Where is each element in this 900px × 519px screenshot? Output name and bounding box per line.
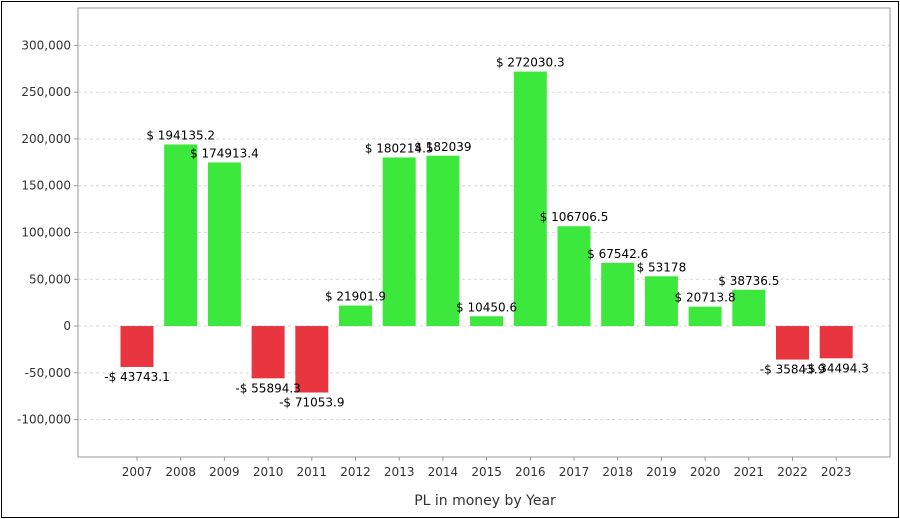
bar-2007	[120, 326, 154, 367]
y-tick-label: 50,000	[29, 272, 71, 286]
data-label: $ 10450.6	[456, 300, 517, 314]
data-label: $ 194135.2	[146, 128, 215, 142]
data-label: $ 106706.5	[540, 210, 609, 224]
bar-2020	[688, 306, 722, 327]
x-tick-label: 2012	[340, 465, 371, 479]
x-tick-label: 2007	[122, 465, 153, 479]
data-label: $ 182039	[414, 140, 471, 154]
x-tick-label: 2022	[777, 465, 808, 479]
data-label: -$ 71053.9	[279, 396, 344, 410]
x-tick-label: 2014	[428, 465, 459, 479]
x-tick-label: 2020	[690, 465, 721, 479]
x-tick-label: 2018	[602, 465, 633, 479]
bar-2010	[251, 326, 285, 379]
bar-2011	[295, 326, 329, 393]
bar-2008	[164, 144, 198, 327]
y-tick-label: -100,000	[17, 413, 71, 427]
data-label: -$ 34494.3	[803, 361, 868, 375]
bar-2016	[513, 71, 547, 327]
bar-2015	[470, 316, 504, 327]
data-label: $ 20713.8	[675, 291, 736, 305]
x-tick-label: 2008	[165, 465, 196, 479]
bar-2014	[426, 155, 460, 327]
y-tick-labels: -100,000 -50,000 0 50,000 100,000 150,000 200,…	[17, 38, 78, 427]
data-labels: -$ 43743.1 $ 194135.2 $ 174913.4 -$ 55894.3…	[104, 56, 869, 410]
data-label: -$ 35843.9	[760, 363, 825, 377]
x-tick-label: 2016	[515, 465, 546, 479]
bar-2021	[732, 289, 766, 327]
x-axis-title: PL in money by Year	[414, 493, 556, 509]
bar-2022	[776, 326, 809, 360]
y-tick-label: -50,000	[25, 366, 71, 380]
bar-2023	[819, 326, 853, 359]
y-tick-label: 250,000	[21, 85, 71, 99]
bar-2017	[557, 226, 591, 327]
x-tick-label: 2010	[253, 465, 284, 479]
x-tick-label: 2023	[821, 465, 852, 479]
x-tick-label: 2017	[559, 465, 590, 479]
x-tick-label: 2011	[297, 465, 328, 479]
bar-2012	[339, 305, 372, 327]
data-label: -$ 55894.3	[235, 381, 300, 395]
x-tick-label: 2013	[384, 465, 415, 479]
y-tick-label: 200,000	[21, 132, 71, 146]
y-tick-label: 300,000	[21, 38, 71, 52]
y-tick-label: 150,000	[21, 179, 71, 193]
data-label: $ 180214.5	[365, 141, 434, 155]
x-tick-label: 2021	[734, 465, 765, 479]
data-label: $ 38736.5	[718, 274, 779, 288]
bar-2013	[382, 157, 416, 327]
data-label: $ 67542.6	[587, 247, 648, 261]
data-label: $ 21901.9	[325, 290, 386, 304]
bar-2018	[601, 262, 635, 327]
data-label: $ 53178	[637, 260, 687, 274]
bars	[120, 71, 853, 393]
bar-2009	[207, 162, 241, 327]
x-tick-label: 2019	[646, 465, 677, 479]
data-label: $ 272030.3	[496, 56, 565, 70]
y-tick-label: 0	[63, 319, 71, 333]
x-tick-labels: 2007 2008 2009 2010 2011 2012 2013 2014 2015 2016…	[122, 457, 852, 479]
x-tick-label: 2015	[471, 465, 502, 479]
bar-2019	[644, 276, 678, 327]
data-label: -$ 43743.1	[104, 370, 169, 384]
y-tick-label: 100,000	[21, 226, 71, 240]
x-tick-label: 2009	[209, 465, 240, 479]
data-label: $ 174913.4	[190, 146, 259, 160]
